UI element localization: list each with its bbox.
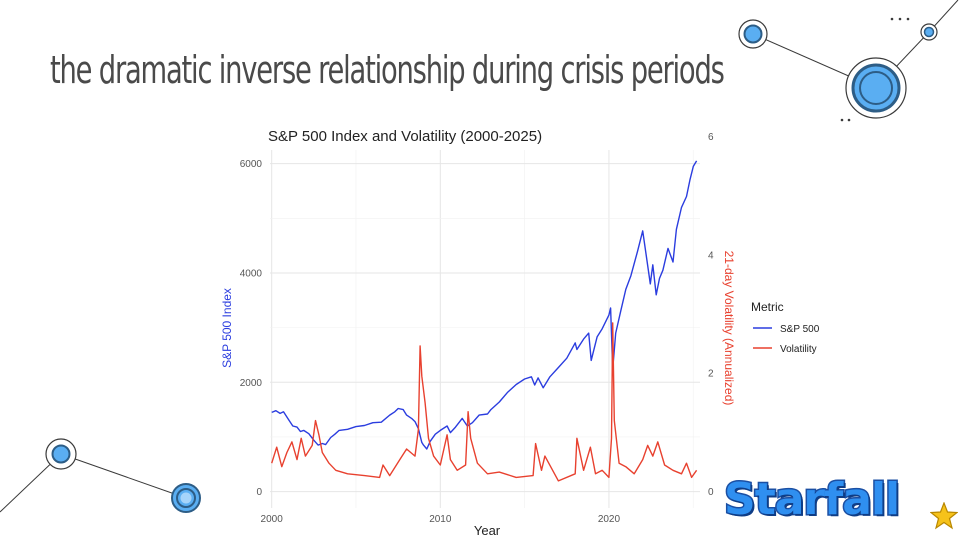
logo-wordmark: Starfall	[722, 473, 901, 527]
x-tick-label: 2000	[261, 514, 284, 525]
volatility-line	[271, 322, 698, 482]
star-icon	[930, 502, 958, 530]
chart-series-lines	[271, 160, 698, 482]
starfall-logo: Starfall	[718, 473, 958, 534]
right-y-axis-ticks: 0 2 4 6	[708, 132, 714, 498]
chart-legend: Metric S&P 500 Volatility	[751, 300, 820, 355]
y2-tick-label: 0	[708, 487, 714, 498]
y-tick-label: 6000	[240, 159, 263, 170]
bottom-left-network-decoration	[0, 438, 201, 513]
x-tick-label: 2010	[429, 514, 452, 525]
y2-tick-label: 6	[708, 132, 714, 143]
x-tick-label: 2020	[598, 514, 621, 525]
legend-label-sp500: S&P 500	[780, 324, 820, 335]
left-y-axis-label: S&P 500 Index	[220, 288, 234, 368]
right-y-axis-label: 21-day Volatility (Annualized)	[722, 251, 736, 406]
y2-tick-label: 4	[708, 250, 714, 261]
x-axis-label: Year	[474, 523, 501, 538]
x-axis-ticks: 2000 2010 2020	[261, 514, 621, 525]
y-tick-label: 4000	[240, 268, 263, 279]
chart-title: S&P 500 Index and Volatility (2000-2025)	[268, 128, 542, 145]
y-tick-label: 0	[256, 487, 262, 498]
top-right-network-decoration	[738, 0, 959, 122]
y2-tick-label: 2	[708, 369, 714, 380]
legend-label-volatility: Volatility	[780, 344, 817, 355]
left-y-axis-ticks: 0 2000 4000 6000	[240, 159, 263, 498]
legend-title: Metric	[751, 300, 784, 314]
y-tick-label: 2000	[240, 378, 263, 389]
sp500-line	[271, 160, 698, 450]
slide-title: the dramatic inverse relationship during…	[50, 48, 725, 92]
chart-grid	[270, 150, 700, 508]
